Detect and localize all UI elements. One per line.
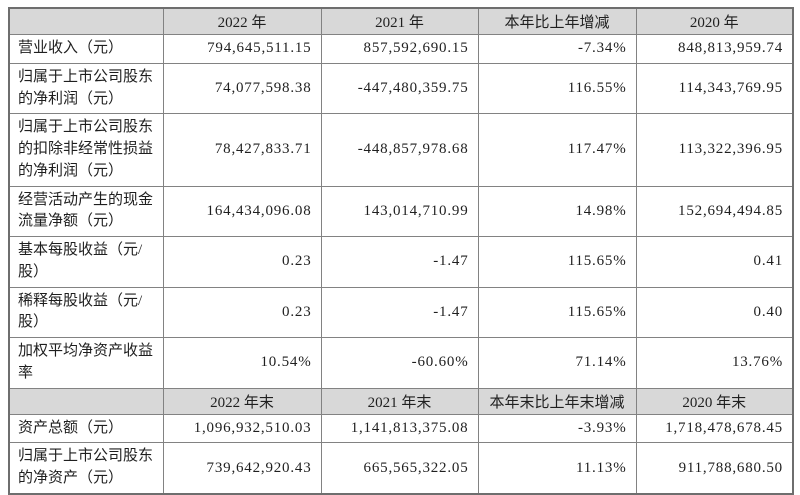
- cell-2021: 143,014,710.99: [320, 185, 479, 237]
- cell-2022: 1,096,932,510.03: [162, 413, 322, 444]
- table-row-operating-cash-flow: 经营活动产生的现金流量净额（元） 164,434,096.08 143,014,…: [8, 185, 794, 237]
- cell-2020: 911,788,680.50: [635, 442, 794, 495]
- col-header-2022: 2022 年: [162, 7, 322, 35]
- cell-2020: 113,322,396.95: [635, 113, 794, 187]
- col-header-2022-eoy: 2022 年末: [162, 387, 322, 415]
- cell-2022: 794,645,511.15: [162, 34, 322, 64]
- cell-2021: -448,857,978.68: [320, 113, 479, 187]
- table-row-diluted-eps: 稀释每股收益（元/股） 0.23 -1.47 115.65% 0.40: [8, 286, 794, 338]
- col-header-yoy-change: 本年比上年增减: [477, 7, 637, 35]
- table-row-weighted-avg-roe: 加权平均净资产收益率 10.54% -60.60% 71.14% 13.76%: [8, 337, 794, 389]
- cell-change: 116.55%: [477, 62, 637, 115]
- col-header-2020-eoy: 2020 年末: [635, 387, 794, 415]
- cell-change: 11.13%: [477, 442, 637, 495]
- cell-2022: 10.54%: [162, 337, 322, 389]
- col-header-2020: 2020 年: [635, 7, 794, 35]
- cell-2021: 665,565,322.05: [320, 442, 479, 495]
- cell-change: -3.93%: [477, 413, 637, 444]
- cell-2022: 74,077,598.38: [162, 62, 322, 115]
- financial-summary-table: 2022 年 2021 年 本年比上年增减 2020 年 营业收入（元） 794…: [8, 7, 794, 495]
- eoy-header-row: 2022 年末 2021 年末 本年末比上年末增减 2020 年末: [8, 387, 794, 415]
- cell-2021: -1.47: [320, 286, 479, 338]
- cell-2020: 0.40: [635, 286, 794, 338]
- cell-2020: 152,694,494.85: [635, 185, 794, 237]
- cell-change: 115.65%: [477, 286, 637, 338]
- cell-2021: 1,141,813,375.08: [320, 413, 479, 444]
- cell-change: -7.34%: [477, 34, 637, 64]
- cell-change: 115.65%: [477, 236, 637, 288]
- row-label: 归属于上市公司股东的扣除非经常性损益的净利润（元）: [8, 113, 164, 187]
- table-row-net-profit-excl-nonrecurring: 归属于上市公司股东的扣除非经常性损益的净利润（元） 78,427,833.71 …: [8, 113, 794, 187]
- cell-2022: 78,427,833.71: [162, 113, 322, 187]
- cell-change: 71.14%: [477, 337, 637, 389]
- table-row-revenue: 营业收入（元） 794,645,511.15 857,592,690.15 -7…: [8, 34, 794, 64]
- cell-2021: -1.47: [320, 236, 479, 288]
- cell-2020: 1,718,478,678.45: [635, 413, 794, 444]
- row-label: 稀释每股收益（元/股）: [8, 286, 164, 338]
- cell-2020: 848,813,959.74: [635, 34, 794, 64]
- col-header-eoy-change: 本年末比上年末增减: [477, 387, 637, 415]
- cell-2021: 857,592,690.15: [320, 34, 479, 64]
- table-row-total-assets: 资产总额（元） 1,096,932,510.03 1,141,813,375.0…: [8, 413, 794, 444]
- col-header-2021-eoy: 2021 年末: [320, 387, 479, 415]
- cell-change: 117.47%: [477, 113, 637, 187]
- annual-header-row: 2022 年 2021 年 本年比上年增减 2020 年: [8, 7, 794, 35]
- cell-2022: 164,434,096.08: [162, 185, 322, 237]
- cell-2020: 0.41: [635, 236, 794, 288]
- corner-empty-cell: [8, 387, 164, 415]
- row-label: 归属于上市公司股东的净利润（元）: [8, 62, 164, 115]
- cell-change: 14.98%: [477, 185, 637, 237]
- col-header-2021: 2021 年: [320, 7, 479, 35]
- table-row-net-assets: 归属于上市公司股东的净资产（元） 739,642,920.43 665,565,…: [8, 442, 794, 495]
- row-label: 资产总额（元）: [8, 413, 164, 444]
- table-row-basic-eps: 基本每股收益（元/股） 0.23 -1.47 115.65% 0.41: [8, 236, 794, 288]
- row-label: 经营活动产生的现金流量净额（元）: [8, 185, 164, 237]
- corner-empty-cell: [8, 7, 164, 35]
- cell-2020: 114,343,769.95: [635, 62, 794, 115]
- row-label: 基本每股收益（元/股）: [8, 236, 164, 288]
- cell-2020: 13.76%: [635, 337, 794, 389]
- cell-2021: -447,480,359.75: [320, 62, 479, 115]
- cell-2022: 0.23: [162, 236, 322, 288]
- cell-2022: 739,642,920.43: [162, 442, 322, 495]
- cell-2021: -60.60%: [320, 337, 479, 389]
- table-row-net-profit: 归属于上市公司股东的净利润（元） 74,077,598.38 -447,480,…: [8, 62, 794, 115]
- row-label: 归属于上市公司股东的净资产（元）: [8, 442, 164, 495]
- row-label: 加权平均净资产收益率: [8, 337, 164, 389]
- row-label: 营业收入（元）: [8, 34, 164, 64]
- cell-2022: 0.23: [162, 286, 322, 338]
